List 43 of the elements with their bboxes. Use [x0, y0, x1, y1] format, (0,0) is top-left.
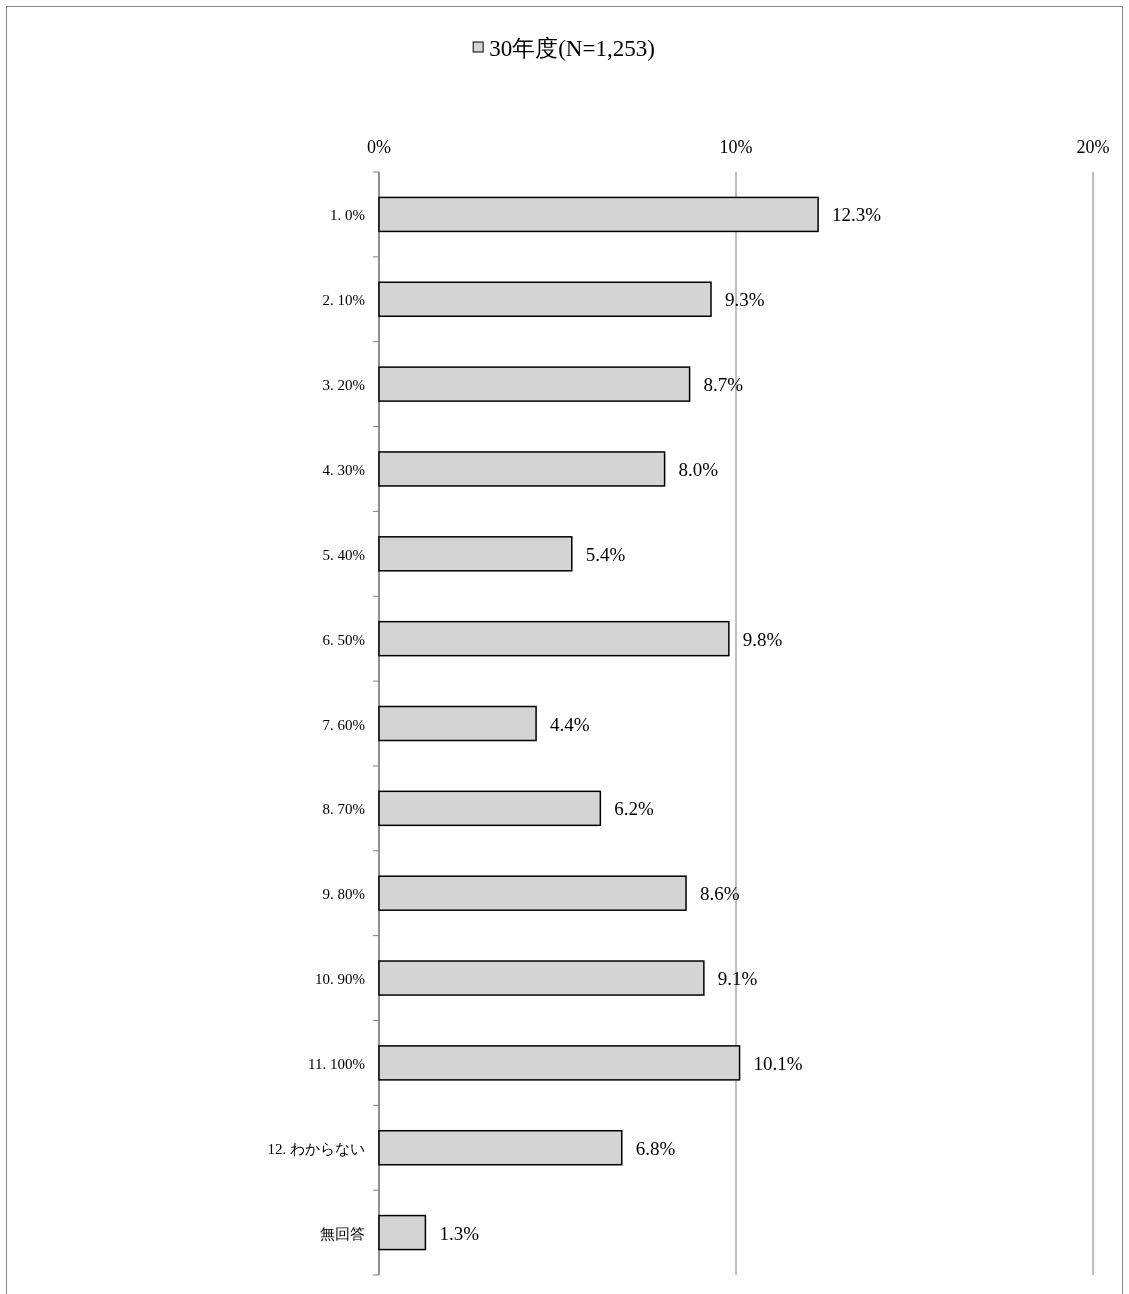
data-label: 1.3% [439, 1222, 480, 1244]
x-tick-label: 0% [367, 137, 391, 157]
bar [378, 366, 691, 402]
y-tick-label: 5. 40% [322, 546, 365, 563]
legend-label: 30年度(N=1,253) [489, 36, 655, 61]
y-tick-label: 6. 50% [322, 631, 365, 648]
bar [378, 1045, 741, 1081]
x-tick-label: 10% [719, 137, 753, 157]
data-label: 12.3% [832, 204, 882, 226]
data-label: 8.6% [700, 883, 740, 905]
data-label: 8.7% [703, 374, 744, 396]
bar [378, 1214, 427, 1251]
data-label: 9.8% [742, 628, 783, 650]
y-tick-label: 8. 70% [322, 801, 365, 818]
y-tick-label: 10. 90% [315, 971, 365, 988]
y-tick-label: 4. 30% [322, 461, 365, 478]
bar [378, 1129, 623, 1166]
y-tick-label: 1. 0% [330, 207, 365, 224]
y-tick-label: 2. 10% [322, 292, 365, 309]
bar [378, 451, 666, 487]
data-label: 8.0% [678, 458, 719, 480]
data-label: 9.1% [717, 968, 758, 990]
y-tick-label: 9. 80% [322, 886, 365, 903]
bar [378, 875, 687, 911]
y-tick-label: 11. 100% [308, 1055, 365, 1072]
y-tick-label: 無回答 [320, 1225, 365, 1242]
y-tick-label: 3. 20% [322, 377, 365, 394]
bar [378, 620, 730, 657]
data-label: 5.4% [585, 543, 626, 565]
y-tick-label: 7. 60% [322, 716, 365, 733]
bar [378, 281, 712, 318]
y-tick-label: 12. わからない [267, 1140, 365, 1157]
data-label: 10.1% [753, 1052, 803, 1074]
data-label: 4.4% [550, 713, 590, 735]
bar [378, 536, 573, 572]
data-label: 9.3% [725, 289, 765, 311]
x-tick-label: 20% [1076, 137, 1110, 157]
bar [378, 705, 537, 742]
data-label: 6.8% [635, 1137, 676, 1159]
bar [378, 960, 705, 996]
bar [378, 196, 819, 233]
data-label: 6.2% [614, 798, 655, 820]
bar [378, 790, 602, 827]
